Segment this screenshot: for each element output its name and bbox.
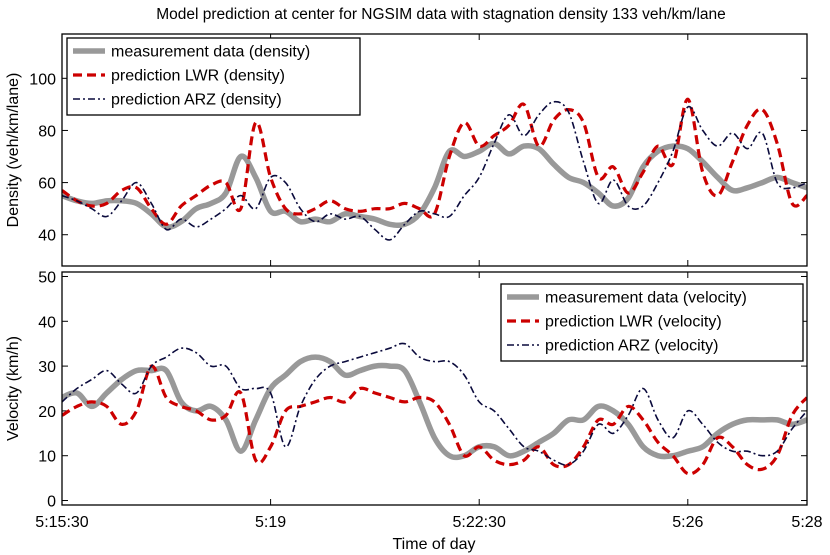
y-tick-label: 40 [38, 228, 56, 245]
velocity-panel: 0 10 20 30 40 50 5:15:30 5:19 5:22:30 5:26 5:28 Vel… [5, 269, 823, 531]
legend: measurement data (velocity) prediction LW… [500, 283, 804, 362]
series-line-measurement [62, 140, 807, 230]
series-line-arz [62, 100, 807, 241]
y-tick-label: 30 [38, 359, 56, 376]
x-axis-label: Time of day [393, 536, 476, 553]
plot-area-frame [61, 33, 808, 267]
y-tick-label: 10 [38, 449, 56, 466]
y-tick-label: 0 [47, 494, 56, 511]
series-line-arz [62, 342, 807, 466]
legend-label: prediction ARZ (velocity) [545, 338, 718, 355]
y-axis-label: Density (veh/km/lane) [5, 73, 22, 228]
series-line-measurement [62, 354, 807, 461]
legend-box [500, 283, 804, 362]
y-tick-label: 50 [38, 269, 56, 286]
y-tick-label: 60 [38, 176, 56, 193]
y-axis-label: Velocity (km/h) [5, 336, 22, 441]
y-tick-label: 20 [38, 404, 56, 421]
legend-label: prediction LWR (density) [111, 68, 285, 85]
chart-title: Model prediction at center for NGSIM dat… [156, 6, 726, 23]
legend-label: prediction LWR (velocity) [545, 314, 722, 331]
y-tick-label: 40 [38, 314, 56, 331]
legend-label: measurement data (velocity) [545, 290, 747, 307]
y-tick-label: 80 [38, 123, 56, 140]
plot-area-frame [61, 271, 808, 506]
density-panel: 40 60 80 100 Density (veh/km/lane) measuremen… [5, 33, 808, 267]
series-line-lwr [62, 97, 807, 226]
legend-label: prediction ARZ (density) [111, 92, 282, 109]
legend-label: measurement data (density) [111, 44, 310, 61]
legend-box [66, 37, 361, 116]
x-tick-label: 5:19 [255, 514, 286, 531]
x-tick-label: 5:15:30 [35, 514, 88, 531]
series-line-lwr [62, 364, 807, 476]
x-tick-label: 5:28 [791, 514, 822, 531]
x-tick-label: 5:22:30 [453, 514, 506, 531]
legend: measurement data (density) prediction LWR… [66, 37, 361, 116]
y-tick-label: 100 [29, 71, 56, 88]
x-tick-label: 5:26 [672, 514, 703, 531]
